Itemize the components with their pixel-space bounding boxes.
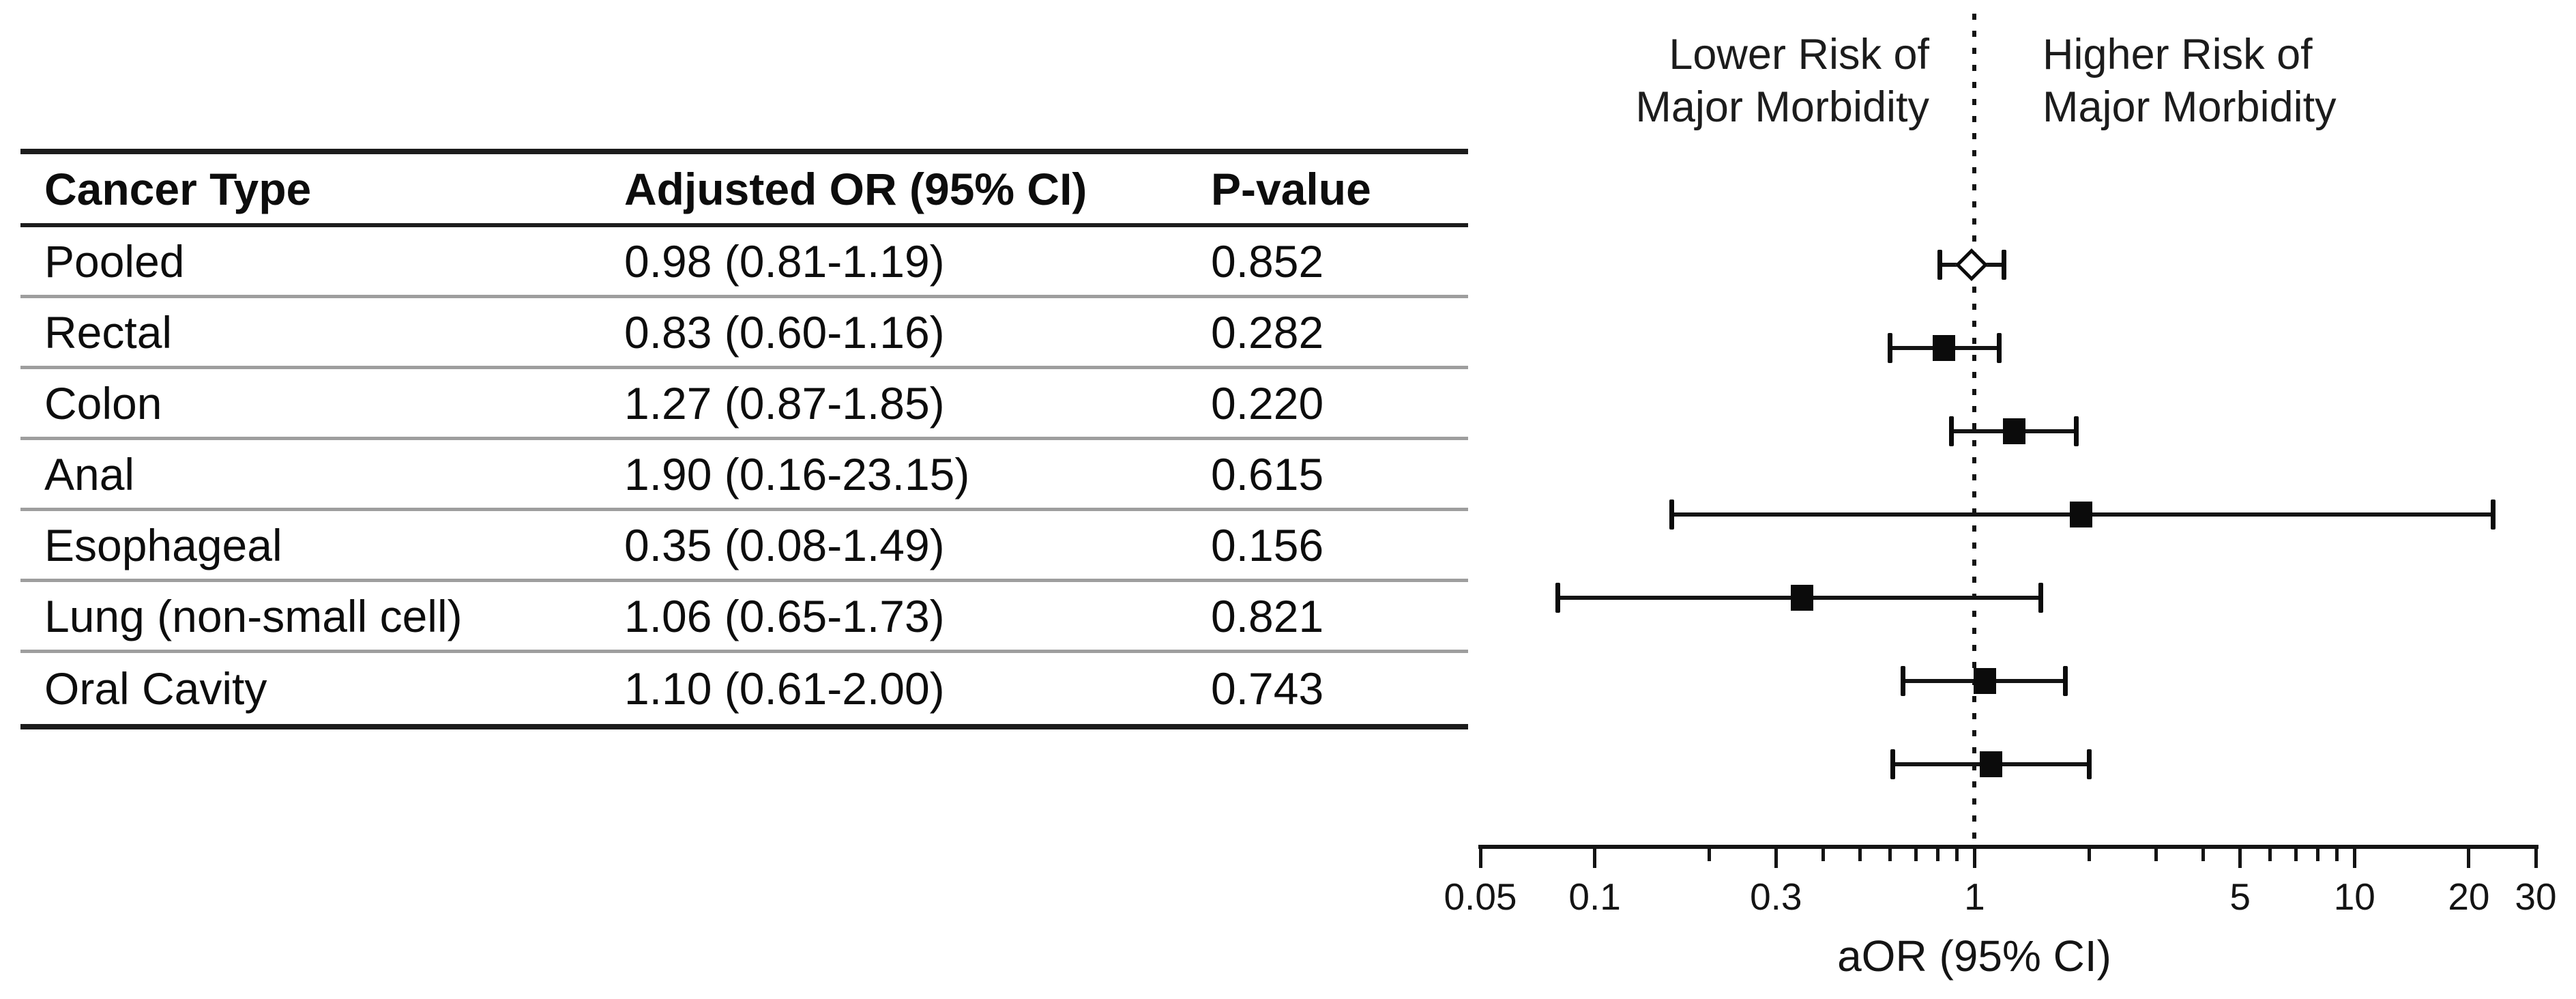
- ci-cap-left: [1887, 333, 1892, 363]
- ci-cap-right: [2074, 416, 2079, 446]
- ci-cap-left: [1948, 416, 1954, 446]
- column-header-p-value: P-value: [1211, 163, 1371, 214]
- x-axis-tick-label: 10: [2333, 875, 2375, 918]
- odds-ratio-marker: [1933, 335, 1956, 361]
- x-axis-tick-label: 1: [1964, 875, 1985, 918]
- x-axis-tick-label: 5: [2229, 875, 2251, 918]
- ci-cap-left: [1890, 749, 1895, 779]
- cell-cancer-type: Colon: [44, 377, 162, 429]
- x-axis-tick: [2315, 848, 2319, 861]
- x-axis-tick: [1593, 848, 1597, 868]
- cell-p-value: 0.852: [1211, 235, 1324, 287]
- cell-cancer-type: Pooled: [44, 235, 185, 287]
- odds-ratio-marker: [2003, 418, 2026, 444]
- x-axis-tick: [1914, 848, 1918, 861]
- cell-p-value: 0.282: [1211, 306, 1324, 358]
- pooled-diamond-marker: [1955, 248, 1988, 282]
- odds-ratio-marker: [2069, 502, 2092, 527]
- table-row: Esophageal 0.35 (0.08-1.49) 0.156: [20, 511, 1468, 582]
- ci-cap-left: [1937, 250, 1942, 280]
- x-axis-tick: [2467, 848, 2471, 868]
- table-row: Pooled 0.98 (0.81-1.19) 0.852: [20, 227, 1468, 298]
- cell-aor-ci: 1.27 (0.87-1.85): [624, 377, 945, 429]
- x-axis-title: aOR (95% CI): [1837, 931, 2111, 981]
- ci-cap-right: [2038, 583, 2043, 613]
- cell-cancer-type: Esophageal: [44, 519, 282, 570]
- ci-cap-left: [1555, 583, 1560, 613]
- cell-aor-ci: 1.90 (0.16-23.15): [624, 448, 970, 499]
- x-axis-line: [1478, 845, 2538, 849]
- x-axis-tick: [2238, 848, 2242, 868]
- ci-cap-right: [2063, 666, 2068, 696]
- x-axis-tick: [1821, 848, 1826, 861]
- odds-ratio-marker: [1790, 585, 1813, 611]
- ci-cap-right: [2491, 499, 2496, 530]
- x-axis-tick-label: 0.1: [1568, 875, 1621, 918]
- x-axis-tick: [2335, 848, 2339, 861]
- table-header-row: Cancer Type Adjusted OR (95% CI) P-value: [20, 154, 1468, 227]
- cell-aor-ci: 1.06 (0.65-1.73): [624, 590, 945, 641]
- ci-cap-left: [1901, 666, 1906, 696]
- x-axis-tick: [2352, 848, 2356, 868]
- cell-cancer-type: Rectal: [44, 306, 173, 358]
- cell-aor-ci: 0.35 (0.08-1.49): [624, 519, 945, 570]
- column-header-adjusted-or: Adjusted OR (95% CI): [624, 163, 1087, 214]
- x-axis-tick: [2201, 848, 2206, 861]
- lower-risk-annotation: Lower Risk of Major Morbidity: [1635, 31, 1929, 132]
- x-axis-tick: [1955, 848, 1959, 861]
- x-axis-tick: [2294, 848, 2298, 861]
- x-axis-tick: [2268, 848, 2272, 861]
- table-row: Rectal 0.83 (0.60-1.16) 0.282: [20, 298, 1468, 369]
- cell-cancer-type: Lung (non-small cell): [44, 590, 463, 641]
- x-axis-tick: [2087, 848, 2091, 861]
- results-table: Cancer Type Adjusted OR (95% CI) P-value…: [20, 149, 1468, 729]
- odds-ratio-marker: [1979, 751, 2002, 777]
- ci-cap-right: [1997, 333, 2002, 363]
- x-axis-tick: [1478, 848, 1482, 868]
- x-axis-tick: [1972, 848, 1976, 868]
- cell-p-value: 0.156: [1211, 519, 1324, 570]
- cell-cancer-type: Anal: [44, 448, 135, 499]
- cell-p-value: 0.220: [1211, 377, 1324, 429]
- cell-aor-ci: 0.98 (0.81-1.19): [624, 235, 945, 287]
- ci-cap-left: [1669, 499, 1675, 530]
- table-row: Lung (non-small cell) 1.06 (0.65-1.73) 0…: [20, 582, 1468, 653]
- x-axis-tick: [2154, 848, 2158, 861]
- cell-aor-ci: 0.83 (0.60-1.16): [624, 306, 945, 358]
- x-axis-tick: [2534, 848, 2538, 868]
- table-row: Colon 1.27 (0.87-1.85) 0.220: [20, 369, 1468, 440]
- x-axis-tick-label: 30: [2515, 875, 2557, 918]
- x-axis-tick: [1707, 848, 1711, 861]
- x-axis-tick: [1774, 848, 1778, 868]
- x-axis-tick-label: 0.05: [1444, 875, 1517, 918]
- ci-cap-right: [2087, 749, 2092, 779]
- x-axis-tick-label: 0.3: [1750, 875, 1802, 918]
- column-header-cancer-type: Cancer Type: [44, 163, 312, 214]
- x-axis-tick: [1936, 848, 1940, 861]
- odds-ratio-marker: [1973, 668, 1996, 694]
- x-axis-tick: [1858, 848, 1862, 861]
- higher-risk-annotation: Higher Risk of Major Morbidity: [2043, 31, 2337, 132]
- cell-p-value: 0.821: [1211, 590, 1324, 641]
- table-row: Anal 1.90 (0.16-23.15) 0.615: [20, 440, 1468, 511]
- table-row: Oral Cavity 1.10 (0.61-2.00) 0.743: [20, 653, 1468, 724]
- x-axis-tick-label: 20: [2448, 875, 2490, 918]
- ci-cap-right: [2001, 250, 2006, 280]
- cell-cancer-type: Oral Cavity: [44, 663, 267, 714]
- cell-aor-ci: 1.10 (0.61-2.00): [624, 663, 945, 714]
- cell-p-value: 0.615: [1211, 448, 1324, 499]
- cell-p-value: 0.743: [1211, 663, 1324, 714]
- x-axis-tick: [1888, 848, 1892, 861]
